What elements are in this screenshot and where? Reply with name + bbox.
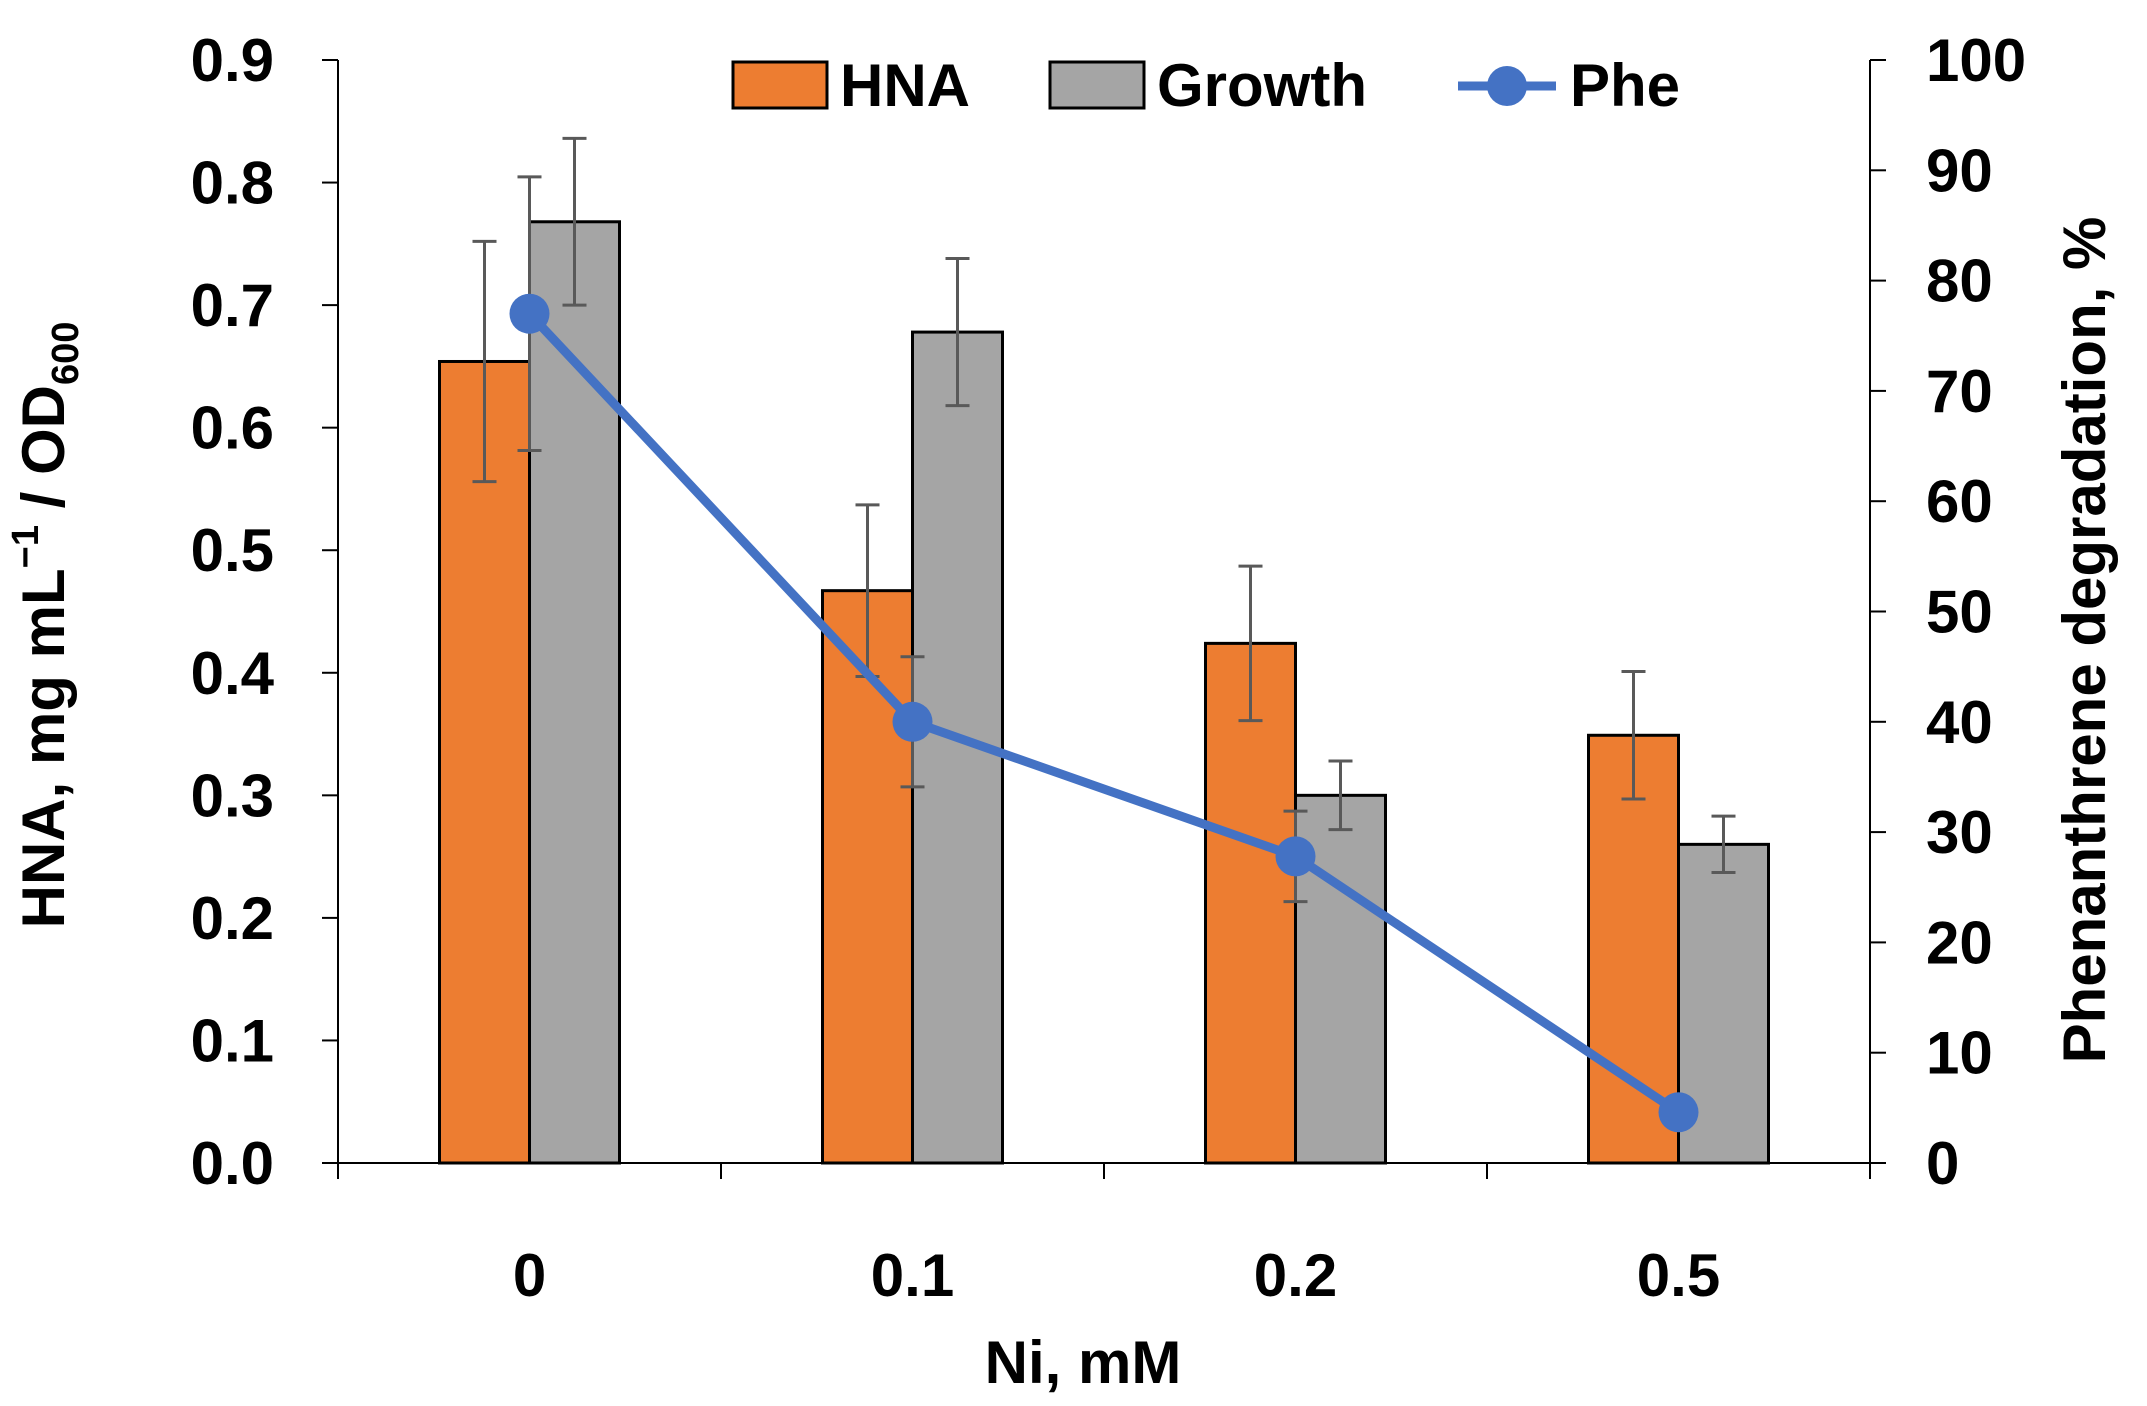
x-tick-label: 0.1	[871, 1242, 954, 1309]
legend-label-growth: Growth	[1157, 52, 1367, 119]
y2-tick-label: 10	[1926, 1020, 1993, 1087]
y2-tick-label: 70	[1926, 358, 1993, 425]
y-tick-label: 0.0	[191, 1130, 274, 1197]
y-axis-title-subscript: 600	[45, 322, 87, 385]
y-tick-label: 0.4	[191, 640, 275, 707]
y-axis-title-mid: / OD	[10, 385, 77, 525]
y-tick-label: 0.6	[191, 395, 274, 462]
y-axis-title: HNA, mg mL−1 / OD600	[5, 322, 87, 929]
y-tick-label: 0.9	[191, 27, 274, 94]
tick-labels-layer: 0.0 0.1 0.2 0.3 0.4 0.5 0.6 0.7 0.8 0.9 0 10 20 30 40 5…	[191, 27, 2027, 1309]
bars-layer	[438, 136, 1770, 1165]
y-tick-label: 0.7	[191, 272, 274, 339]
point-phe	[892, 701, 933, 742]
legend-swatch-hna	[731, 60, 829, 110]
bar-hna	[1587, 733, 1680, 1165]
legend-swatch-growth	[1048, 60, 1146, 110]
y2-tick-label: 0	[1926, 1130, 1959, 1197]
y2-tick-label: 20	[1926, 909, 1993, 976]
y2-tick-label: 90	[1926, 137, 1993, 204]
y-tick-label: 0.3	[191, 762, 274, 829]
y2-tick-label: 30	[1926, 799, 1993, 866]
y2-tick-label: 50	[1926, 579, 1993, 646]
y-tick-label: 0.1	[191, 1007, 274, 1074]
legend-label-phe: Phe	[1570, 52, 1680, 119]
x-tick-label: 0.5	[1637, 1242, 1720, 1309]
y-tick-label: 0.8	[191, 150, 274, 217]
y-axis-title-main: HNA, mg mL	[10, 568, 77, 928]
legend: HNA Growth Phe	[731, 52, 1680, 119]
x-tick-label: 0.2	[1254, 1242, 1337, 1309]
legend-marker-phe	[1487, 66, 1527, 106]
y2-tick-label: 80	[1926, 248, 1993, 315]
x-tick-label: 0	[513, 1242, 546, 1309]
point-phe	[1658, 1092, 1699, 1133]
y2-tick-label: 60	[1926, 468, 1993, 535]
bar-hna	[821, 589, 914, 1165]
y-axis-title-superscript: −1	[5, 525, 47, 568]
bar-hna	[1204, 641, 1297, 1165]
line-layer	[509, 175, 1699, 1133]
legend-label-hna: HNA	[840, 52, 970, 119]
y-tick-label: 0.2	[191, 885, 274, 952]
bar-growth	[528, 220, 621, 1165]
y2-axis-title: Phenanthrene degradation, %	[2051, 217, 2118, 1064]
line-phe	[526, 310, 1681, 1117]
point-phe	[509, 293, 550, 334]
point-phe	[1275, 836, 1316, 877]
y2-tick-label: 40	[1926, 689, 1993, 756]
y-tick-label: 0.5	[191, 517, 274, 584]
x-axis-title: Ni, mM	[985, 1329, 1182, 1396]
y2-tick-label: 100	[1926, 27, 2026, 94]
